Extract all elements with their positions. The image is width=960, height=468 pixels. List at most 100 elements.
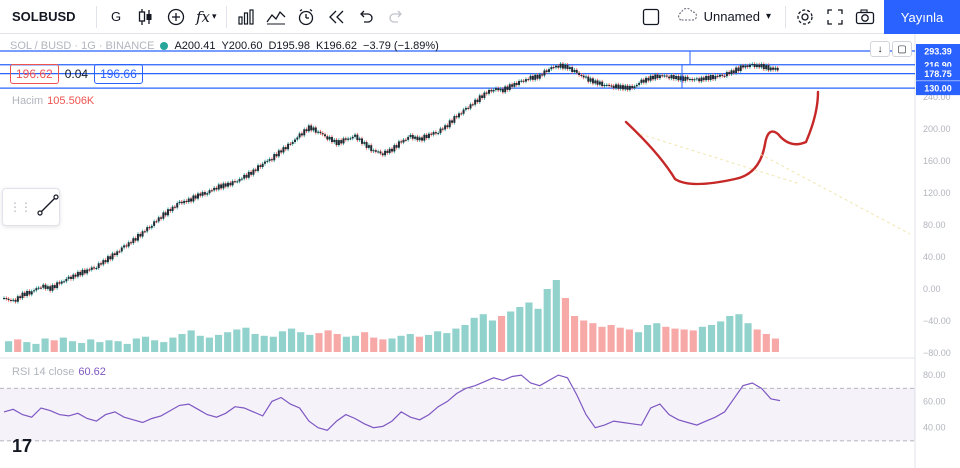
candle-body — [682, 76, 684, 81]
candle-body — [134, 238, 137, 241]
compare-icon[interactable] — [261, 0, 291, 34]
candle-body — [26, 290, 29, 296]
candle-body — [16, 296, 19, 302]
candle-body — [564, 64, 567, 69]
toolbar-divider — [96, 5, 97, 28]
candle-body — [171, 206, 174, 212]
candle-body — [608, 84, 611, 86]
sell-price[interactable]: 196.62 — [10, 64, 59, 84]
candle-body — [367, 145, 370, 148]
interval-button[interactable]: G — [110, 9, 122, 24]
toolbar-divider — [785, 5, 786, 28]
candle-body — [37, 287, 40, 289]
volume-bar — [278, 331, 287, 352]
candle-body — [635, 84, 638, 87]
replay-icon[interactable] — [321, 0, 351, 34]
candle-body — [12, 299, 15, 301]
camera-icon[interactable] — [850, 0, 880, 34]
candle-body — [596, 80, 599, 85]
financials-icon[interactable] — [231, 0, 261, 34]
candle-body — [46, 286, 49, 289]
candle-body — [531, 75, 534, 80]
horizontal-line-price-label: 293.39 — [924, 47, 952, 57]
volume-bar — [370, 337, 378, 352]
candle-body — [127, 242, 130, 247]
rsi-legend: RSI 14 close 60.62 — [12, 366, 106, 378]
candle-body — [314, 127, 317, 133]
drag-handle-icon[interactable]: ⋮⋮ — [9, 200, 32, 214]
add-indicator-icon[interactable] — [161, 0, 191, 34]
candle-body — [148, 227, 151, 229]
volume-bar — [242, 327, 250, 352]
candle-body — [328, 136, 331, 140]
candle-body — [624, 85, 627, 90]
candle-body — [578, 72, 581, 75]
volume-bar — [196, 335, 204, 352]
candle-body — [774, 67, 777, 70]
symbol-search[interactable]: SOLBUSD — [12, 9, 76, 24]
undo-icon[interactable] — [351, 0, 381, 34]
arrow-down-icon[interactable]: ↓ — [870, 41, 890, 57]
candle-body — [679, 76, 682, 81]
fullscreen-icon[interactable] — [820, 0, 850, 34]
candle-body — [35, 288, 38, 291]
volume-bar — [497, 316, 506, 352]
trend-line-icon[interactable] — [37, 193, 59, 221]
candle-body — [236, 181, 239, 183]
candle-body — [735, 67, 738, 74]
candle-body — [333, 139, 336, 143]
volume-bar — [406, 334, 414, 352]
buy-price[interactable]: 196.66 — [94, 64, 143, 84]
candle-body — [268, 159, 271, 161]
candle-body — [494, 88, 497, 90]
candle-body — [453, 116, 456, 123]
volume-bar — [233, 329, 241, 352]
alert-clock-icon[interactable] — [291, 0, 321, 34]
candle-body — [765, 65, 768, 70]
settings-gear-icon[interactable] — [790, 0, 820, 34]
candle-body — [56, 282, 59, 289]
candle-body — [254, 169, 257, 171]
horizontal-line-price-tag — [916, 81, 960, 96]
candle-body — [102, 260, 105, 265]
rsi-tick-label: 60.00 — [923, 396, 946, 406]
candle-body — [762, 64, 765, 70]
candle-body — [150, 225, 153, 228]
candle-body — [289, 143, 292, 145]
candle-body — [481, 95, 484, 98]
layout-select-icon[interactable] — [636, 0, 666, 34]
candle-body — [243, 174, 246, 179]
candle-body — [557, 65, 560, 68]
volume-bar — [5, 341, 13, 352]
legend-title: SOL / BUSD · 1G · BINANCE — [10, 40, 155, 52]
candle-body — [106, 256, 109, 263]
candle-body — [548, 69, 551, 72]
candle-body — [499, 88, 502, 91]
candle-body — [571, 67, 574, 73]
candle-body — [490, 89, 493, 92]
redo-icon[interactable] — [381, 0, 411, 34]
candle-body — [344, 138, 347, 140]
volume-bar — [151, 340, 159, 352]
fx-icon: fx — [196, 7, 211, 26]
indicators-button[interactable]: fx ▾ — [191, 0, 222, 34]
publish-button[interactable]: Yayınla — [884, 0, 960, 34]
candle-body — [760, 64, 763, 68]
maximize-pane-icon[interactable]: ▢ — [892, 41, 912, 57]
chart-canvas[interactable]: 280.00240.00200.00160.00120.0080.0040.00… — [0, 34, 960, 468]
candle-body — [654, 74, 657, 80]
candle-body — [381, 153, 384, 156]
candle-body — [707, 75, 710, 80]
layout-name-button[interactable]: Unnamed ▾ — [666, 7, 781, 25]
legend-open: A200.41 — [174, 40, 216, 52]
volume-bar — [653, 323, 661, 352]
candle-body — [504, 86, 507, 93]
candle-body — [437, 133, 440, 135]
legend-close: K196.62 — [316, 40, 358, 52]
floating-drawing-toolbar[interactable]: ⋮⋮ — [2, 188, 60, 226]
candle-body — [758, 64, 761, 68]
candle-body — [222, 183, 225, 189]
candle-type-icon[interactable] — [131, 0, 161, 34]
horizontal-line-price-tag — [916, 66, 960, 81]
horizontal-line-price-label: 216.90 — [924, 60, 952, 70]
